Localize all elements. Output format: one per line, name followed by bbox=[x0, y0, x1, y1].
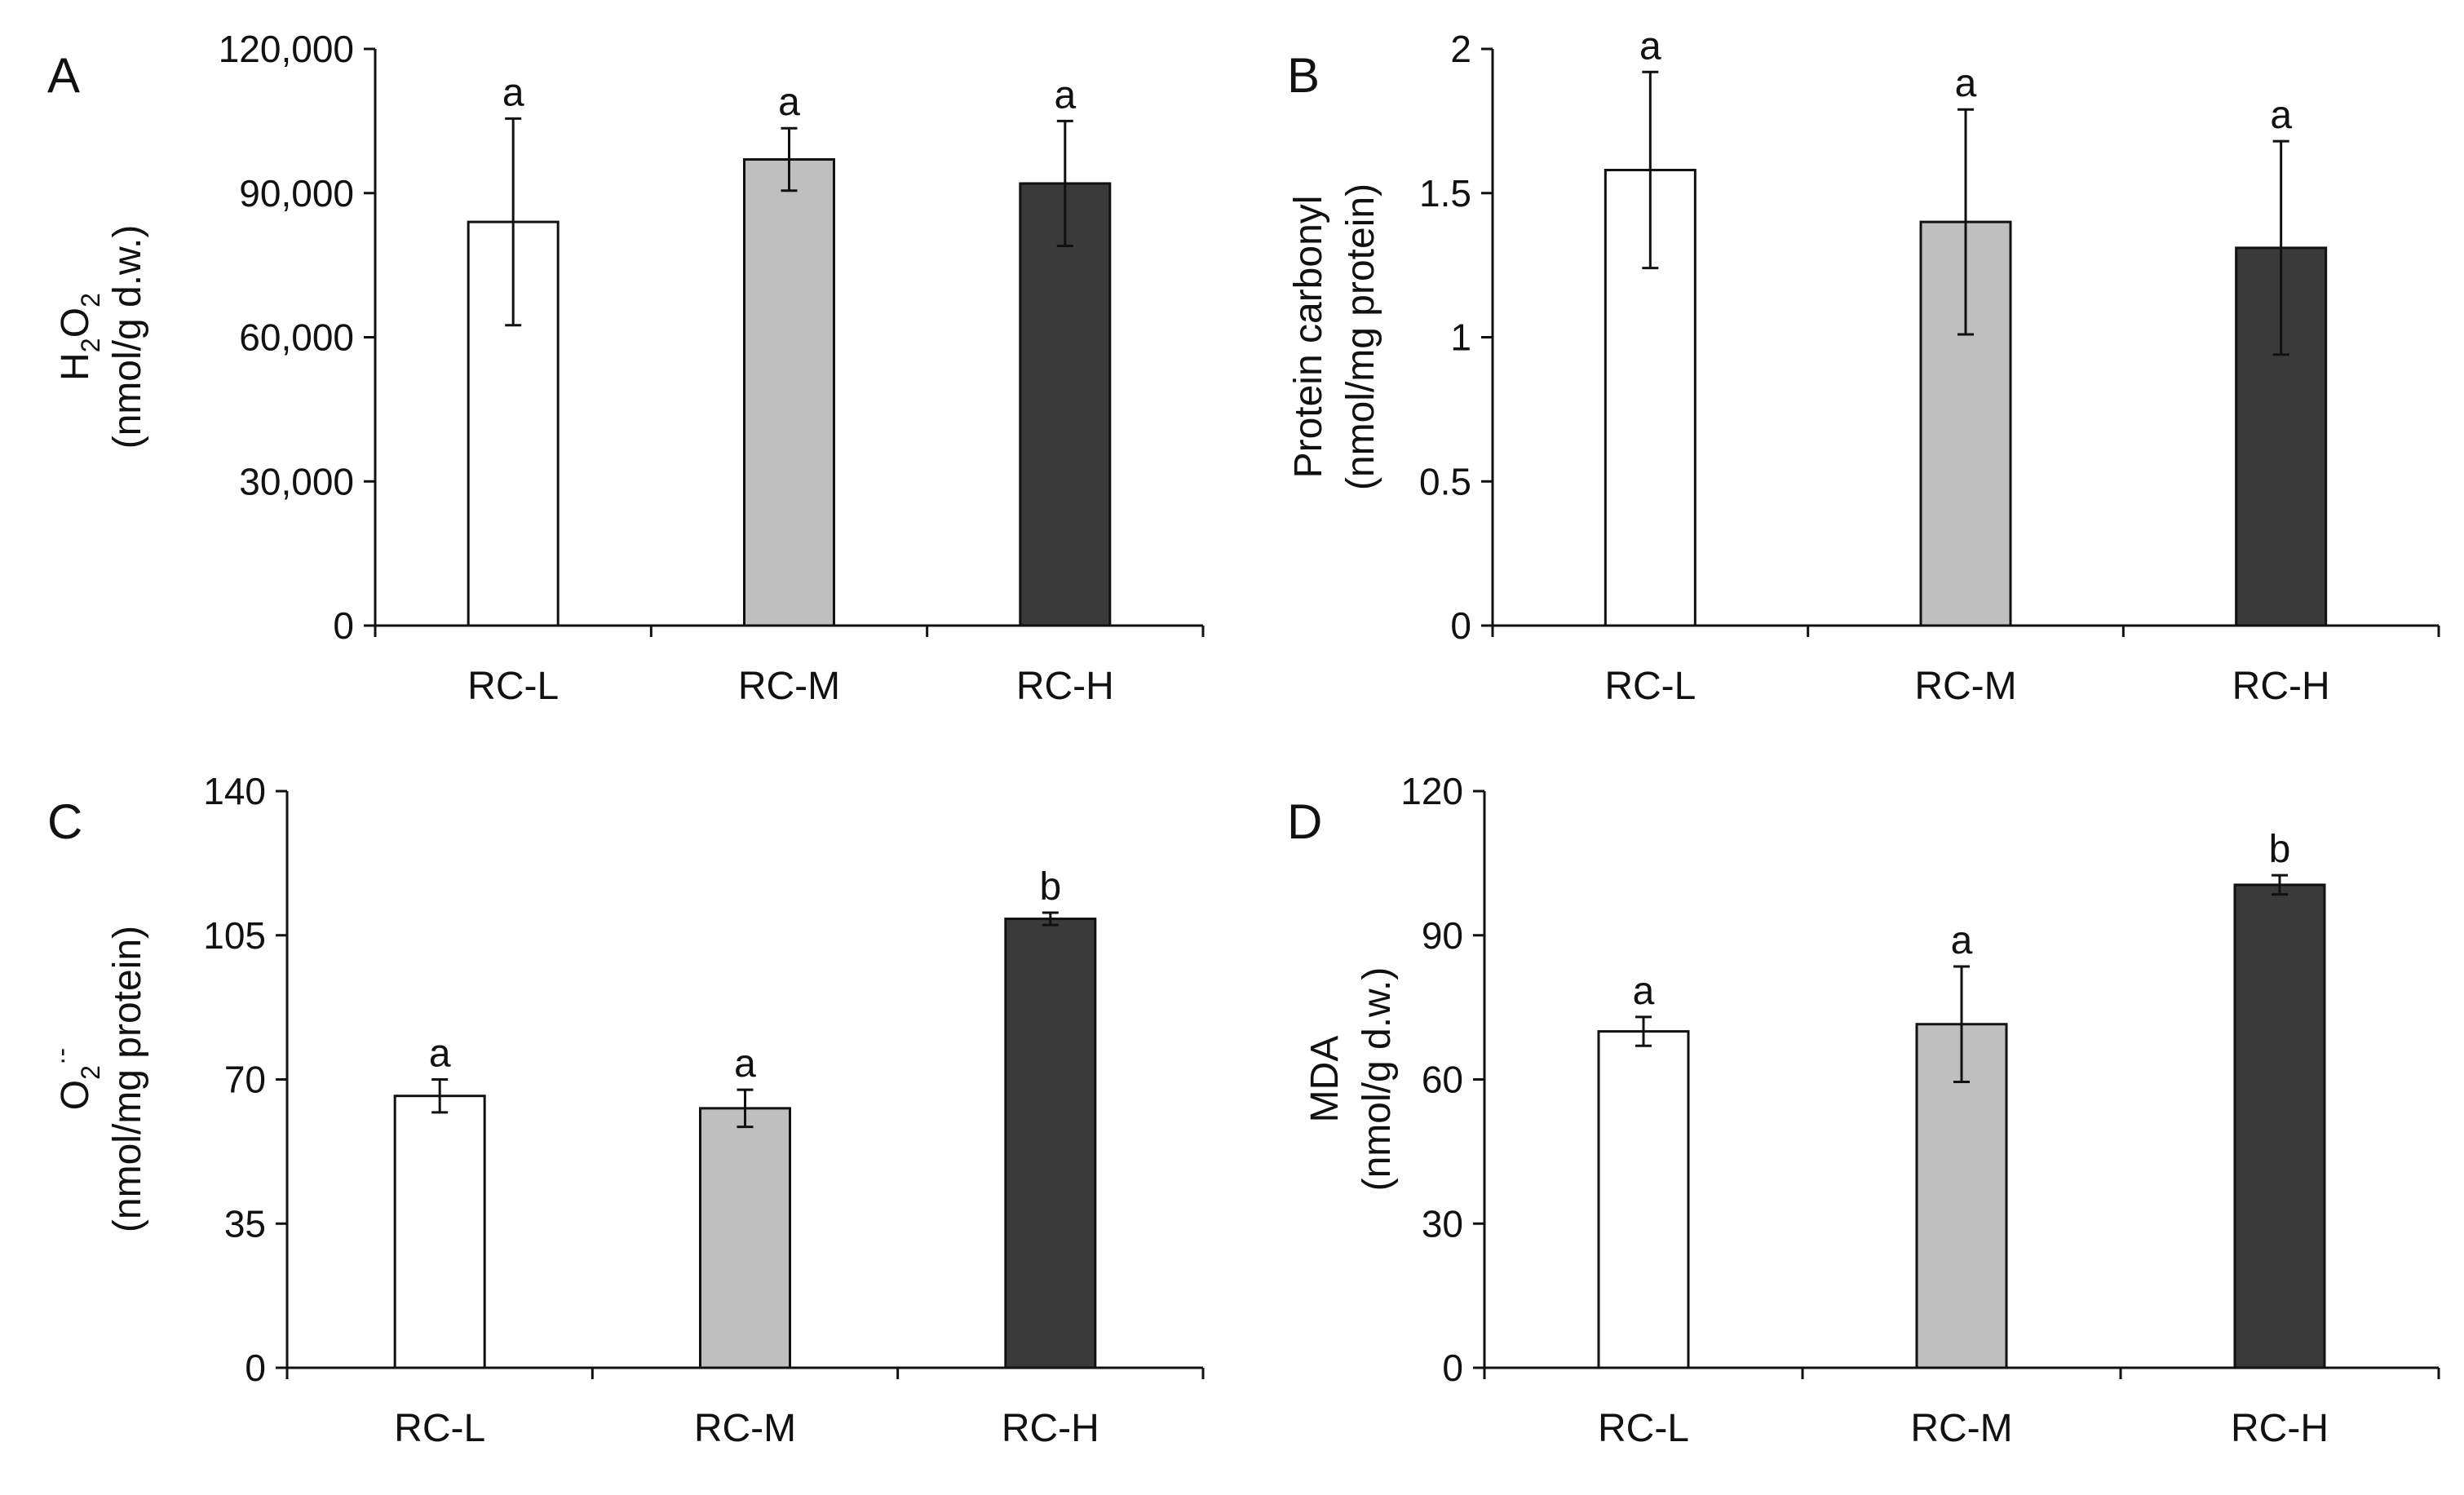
bar-rc-h bbox=[1004, 918, 1097, 1369]
bar-rc-h bbox=[2233, 883, 2326, 1369]
y-axis-label: O2·- bbox=[46, 1048, 105, 1110]
significance-letter: a bbox=[778, 81, 800, 124]
subscript: 2 bbox=[76, 338, 105, 352]
x-tick-label: RC-H bbox=[1002, 1407, 1099, 1450]
significance-letter: a bbox=[1639, 24, 1661, 68]
x-tick-label: RC-M bbox=[1914, 665, 2016, 708]
x-tick-label: RC-M bbox=[694, 1407, 796, 1450]
y-tick-label: 0 bbox=[245, 1347, 266, 1389]
significance-letter: a bbox=[1951, 919, 1973, 962]
error-bar bbox=[1056, 119, 1073, 248]
error-bar bbox=[2272, 874, 2288, 896]
panel-letter: D bbox=[1287, 794, 1322, 849]
error-bar bbox=[1042, 911, 1059, 927]
panel-a: A 0 30,000 60,000 90,000 120,000 a RC-L a RC-M a RC… bbox=[47, 28, 1205, 708]
subscript: 2 bbox=[76, 1065, 105, 1080]
significance-letter: a bbox=[1955, 62, 1977, 105]
significance-letter: a bbox=[734, 1042, 756, 1086]
y-tick-label: 105 bbox=[203, 914, 266, 957]
y-axis-unit: (nmol/mg protein) bbox=[1339, 184, 1382, 490]
significance-letter: a bbox=[502, 71, 524, 114]
x-tick-label: RC-H bbox=[2232, 665, 2330, 708]
error-bar bbox=[1642, 70, 1659, 270]
y-axis-label: MDA bbox=[1303, 1036, 1347, 1123]
x-tick-label: RC-L bbox=[467, 665, 559, 708]
y-tick-label: 0 bbox=[1450, 604, 1471, 647]
error-bar bbox=[505, 117, 522, 327]
y-tick-label: 140 bbox=[203, 770, 266, 812]
label-part: H bbox=[54, 352, 97, 381]
x-tick-label: RC-L bbox=[394, 1407, 485, 1450]
y-axis-unit: (nmol/g d.w.) bbox=[106, 225, 149, 449]
error-bar bbox=[1957, 108, 1974, 336]
y-tick-label: 1 bbox=[1450, 316, 1471, 359]
panel-letter: A bbox=[47, 48, 80, 103]
y-axis-unit: (nmol/g d.w.) bbox=[1356, 967, 1399, 1192]
panel-letter: C bbox=[47, 794, 82, 849]
y-tick-label: 90 bbox=[1422, 914, 1463, 957]
y-tick-label: 90,000 bbox=[239, 172, 354, 215]
y-tick-label: 60 bbox=[1422, 1059, 1463, 1101]
y-axis-label: Protein carbonyl bbox=[1287, 196, 1330, 479]
x-tick-label: RC-M bbox=[738, 665, 840, 708]
x-tick-label: RC-M bbox=[1910, 1407, 2012, 1450]
error-bar bbox=[1953, 965, 1970, 1083]
error-bar bbox=[1635, 1015, 1652, 1047]
y-tick-label: 1.5 bbox=[1419, 172, 1471, 215]
y-tick-label: 60,000 bbox=[239, 316, 354, 359]
y-tick-label: 0 bbox=[1442, 1347, 1463, 1389]
y-tick-label: 30,000 bbox=[239, 460, 354, 502]
y-tick-label: 0.5 bbox=[1419, 460, 1471, 502]
significance-letter: b bbox=[2269, 828, 2291, 871]
y-tick-label: 2 bbox=[1450, 28, 1471, 70]
x-tick-label: RC-L bbox=[1604, 665, 1696, 708]
error-bar bbox=[781, 126, 798, 192]
x-tick-label: RC-H bbox=[2231, 1407, 2329, 1450]
y-tick-label: 0 bbox=[333, 604, 354, 647]
bar-rc-l bbox=[1597, 1030, 1690, 1369]
significance-letter: b bbox=[1039, 865, 1061, 909]
label-part: O bbox=[54, 1080, 97, 1110]
significance-letter: a bbox=[2270, 94, 2292, 137]
panel-letter: B bbox=[1287, 48, 1320, 103]
significance-letter: a bbox=[429, 1033, 451, 1076]
error-bar bbox=[431, 1078, 449, 1114]
y-tick-label: 30 bbox=[1422, 1202, 1463, 1245]
superscript: ·- bbox=[46, 1048, 76, 1065]
significance-letter: a bbox=[1054, 73, 1076, 117]
label-part: O bbox=[54, 307, 97, 338]
significance-letter: a bbox=[1633, 970, 1655, 1013]
y-tick-label: 70 bbox=[224, 1059, 266, 1101]
y-axis-label: H2 O2 bbox=[54, 293, 105, 381]
bar-rc-m bbox=[699, 1107, 791, 1369]
y-tick-label: 120 bbox=[1400, 770, 1463, 812]
x-tick-label: RC-H bbox=[1016, 665, 1114, 708]
error-bar bbox=[737, 1088, 754, 1129]
panel-d: D 0 30 60 90 120 a RC-L a RC-M b RC-H MDA (nmol/g d.w… bbox=[1287, 770, 2440, 1450]
y-axis-unit: (nmol/mg protein) bbox=[106, 926, 149, 1232]
bar-rc-m bbox=[1915, 1023, 2008, 1369]
bar-rc-h bbox=[1019, 182, 1112, 627]
bar-rc-m bbox=[743, 158, 835, 627]
bar-rc-l bbox=[393, 1095, 486, 1369]
y-tick-label: 120,000 bbox=[219, 28, 354, 70]
x-tick-label: RC-L bbox=[1598, 1407, 1689, 1450]
error-bar bbox=[2272, 139, 2289, 356]
subscript: 2 bbox=[76, 293, 105, 307]
y-tick-label: 35 bbox=[224, 1202, 266, 1245]
panel-b: B 0 0.5 1 1.5 2 a RC-L a RC-M a RC-H Protein carbony… bbox=[1287, 24, 2440, 708]
